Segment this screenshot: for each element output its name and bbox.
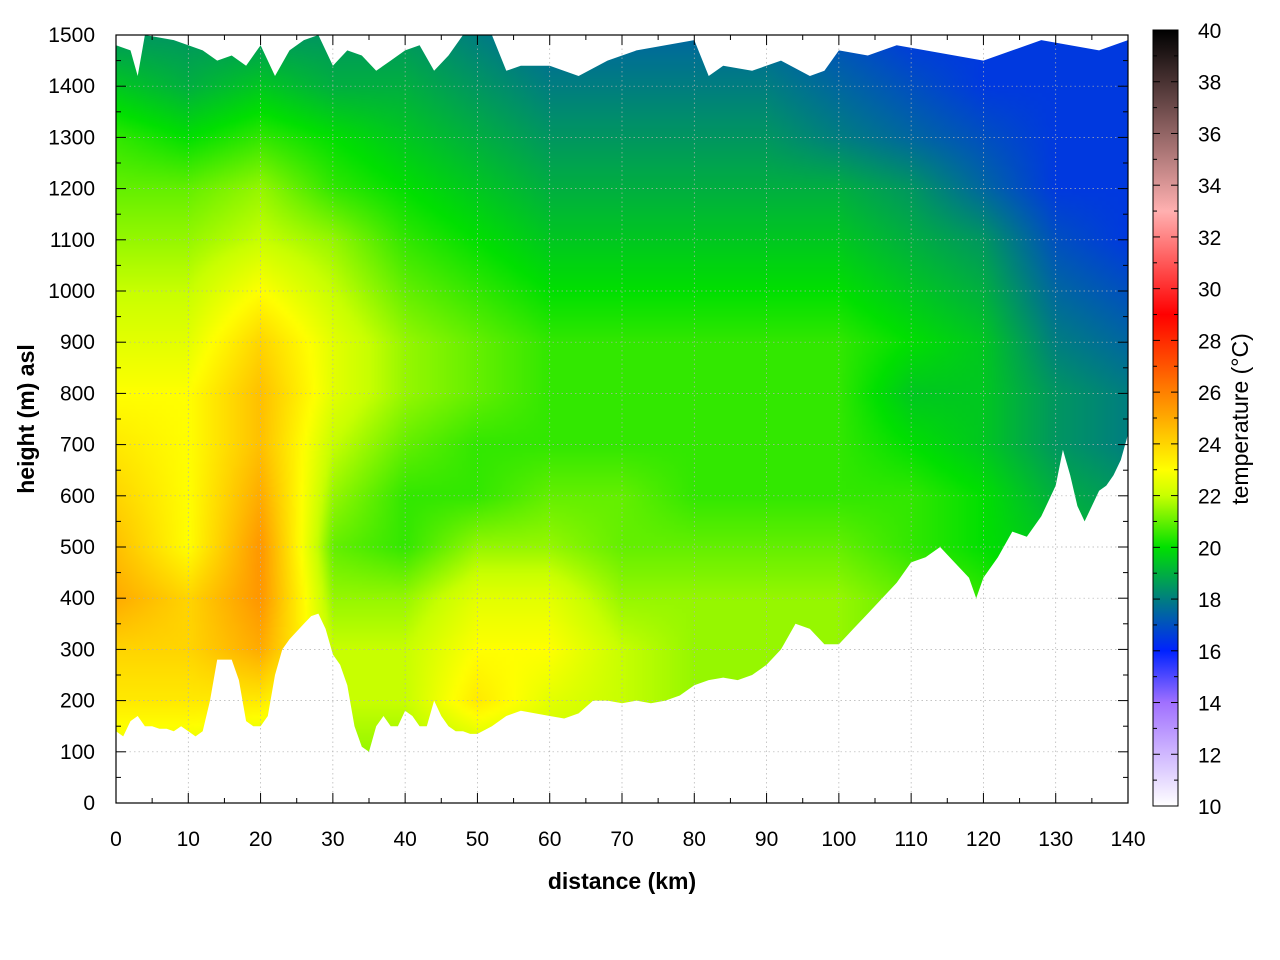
colorbar-tick-label: 40 <box>1198 20 1221 43</box>
colorbar-tick-label: 14 <box>1198 693 1222 716</box>
colorbar-tick-label: 30 <box>1198 279 1221 302</box>
colorbar-tick-label: 10 <box>1198 796 1221 819</box>
colorbar-tick-label: 36 <box>1198 123 1221 146</box>
colorbar-tick-label: 24 <box>1198 434 1222 457</box>
x-tick-label: 110 <box>894 828 927 851</box>
y-tick-label: 1000 <box>48 280 95 303</box>
y-tick-label: 500 <box>60 536 95 559</box>
colorbar-ticks: 10 12 14 16 18 20 22 24 26 28 30 32 34 36 38 40 <box>1153 20 1222 819</box>
y-axis-ticks: 0 100 200 300 400 500 600 700 800 900 1000 1100 1200… <box>48 24 1128 815</box>
y-tick-label: 800 <box>60 382 95 405</box>
colorbar-tick-label: 12 <box>1198 744 1221 767</box>
y-tick-label: 900 <box>60 331 95 354</box>
y-tick-label: 0 <box>83 792 95 815</box>
y-tick-label: 1100 <box>50 229 95 252</box>
x-tick-label: 30 <box>321 828 344 851</box>
grid-lines <box>116 35 1128 803</box>
y-tick-label: 1300 <box>48 126 95 149</box>
colorbar-tick-label: 18 <box>1198 589 1221 612</box>
x-tick-label: 50 <box>466 828 489 851</box>
x-tick-label: 70 <box>610 828 633 851</box>
x-tick-label: 60 <box>538 828 561 851</box>
x-tick-label: 80 <box>683 828 706 851</box>
x-tick-label: 10 <box>177 828 200 851</box>
y-tick-label: 400 <box>60 587 95 610</box>
x-tick-label: 130 <box>1038 828 1073 851</box>
x-axis-title: distance (km) <box>548 868 696 894</box>
x-tick-label: 100 <box>821 828 856 851</box>
y-tick-label: 100 <box>60 741 95 764</box>
colorbar <box>1152 29 1179 807</box>
colorbar-tick-label: 26 <box>1198 382 1221 405</box>
x-tick-label: 0 <box>110 828 122 851</box>
x-tick-label: 20 <box>249 828 272 851</box>
colorbar-tick-label: 32 <box>1198 227 1221 250</box>
y-tick-label: 700 <box>60 434 95 457</box>
colorbar-tick-label: 16 <box>1198 641 1221 664</box>
y-tick-label: 200 <box>60 690 95 713</box>
y-tick-label: 1400 <box>48 75 95 98</box>
colorbar-tick-label: 20 <box>1198 537 1221 560</box>
x-tick-label: 90 <box>755 828 778 851</box>
y-tick-label: 300 <box>60 638 95 661</box>
y-axis-title: height (m) asl <box>13 344 39 494</box>
colorbar-tick-label: 28 <box>1198 330 1221 353</box>
colorbar-tick-label: 34 <box>1198 175 1222 198</box>
x-tick-label: 40 <box>393 828 416 851</box>
x-tick-label: 120 <box>966 828 1001 851</box>
y-tick-label: 1500 <box>48 24 95 47</box>
x-tick-label: 140 <box>1110 828 1145 851</box>
colorbar-title: temperature (°C) <box>1227 333 1253 505</box>
y-tick-label: 1200 <box>48 178 95 201</box>
y-tick-label: 600 <box>60 485 95 508</box>
x-axis-ticks: 0 10 20 30 40 50 60 70 80 90 100 110 120 130 140 <box>110 35 1146 851</box>
colorbar-tick-label: 38 <box>1198 72 1221 95</box>
colorbar-tick-label: 22 <box>1198 486 1221 509</box>
